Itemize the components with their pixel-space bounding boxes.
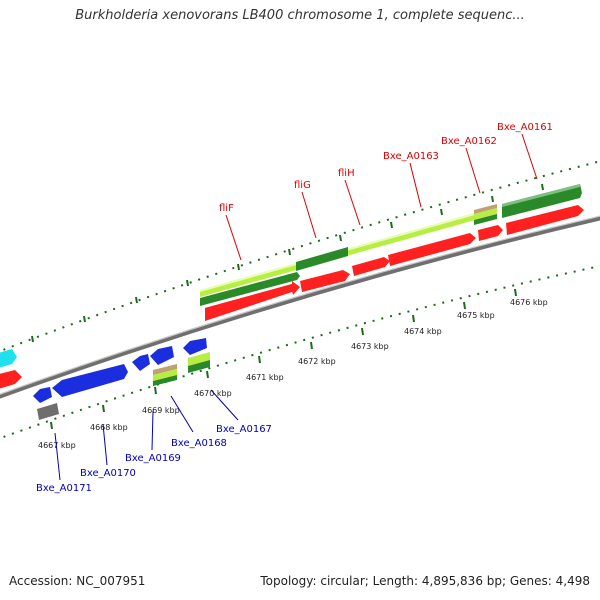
gene-label-Bxe_A0168[interactable]: Bxe_A0168 [171,438,227,449]
gene-A0167-stack[interactable] [188,352,210,373]
gene-A0161-green[interactable] [502,184,582,218]
ruler-label-4672: 4672 kbp [298,357,336,366]
lower-label-connectors [54,389,239,481]
gene-A0162-red[interactable] [478,225,503,241]
ruler-label-4668: 4668 kbp [90,423,128,432]
gene-A0161-green-top [502,184,580,207]
gene-fliH-red[interactable] [352,257,390,276]
accession-text: Accession: NC_007951 [9,574,146,588]
gene-fliG-red[interactable] [300,270,350,292]
map-title: Burkholderia xenovorans LB400 chromosome… [75,8,525,23]
ruler-label-4673: 4673 kbp [351,342,389,351]
upper-label-connectors [225,133,538,261]
gene-label-Bxe_A0171[interactable]: Bxe_A0171 [36,483,92,494]
gene-label-fliH[interactable]: fliH [338,168,355,179]
gene-left-red[interactable] [0,370,22,390]
ruler-label-4669: 4669 kbp [142,406,180,415]
gene-label-Bxe_A0167[interactable]: Bxe_A0167 [216,424,272,435]
lower-major-ticks [50,288,517,430]
gene-A0168-blue[interactable] [183,338,207,355]
gene-A0168-stack[interactable] [153,364,177,386]
ruler-label-4670: 4670 kbp [194,389,232,398]
gene-label-fliF[interactable]: fliF [219,203,234,214]
gene-A0170-blue[interactable] [52,364,128,397]
gene-fliG-green[interactable] [296,247,348,271]
gene-A0169-blue-b[interactable] [150,346,174,365]
gene-label-Bxe_A0163[interactable]: Bxe_A0163 [383,151,439,162]
gene-left-cyan[interactable] [0,349,17,369]
genome-summary-text: Topology: circular; Length: 4,895,836 bp… [260,574,590,588]
gene-A0161-red[interactable] [506,205,584,235]
ruler-label-4676: 4676 kbp [510,298,548,307]
ruler-label-4667: 4667 kbp [38,441,76,450]
gene-A0162-stack[interactable] [474,204,497,225]
gene-A0171-gray[interactable] [37,403,59,420]
gene-fliF-red-body [205,284,296,321]
ruler-label-4671: 4671 kbp [246,373,284,382]
gene-label-Bxe_A0169[interactable]: Bxe_A0169 [125,453,181,464]
gene-label-Bxe_A0161[interactable]: Bxe_A0161 [497,122,553,133]
gene-label-Bxe_A0162[interactable]: Bxe_A0162 [441,136,497,147]
gene-A0163-red[interactable] [388,233,476,266]
ruler-label-4674: 4674 kbp [404,327,442,336]
chromosome-backbone [0,215,600,399]
upper-major-ticks [31,183,544,343]
gene-A0169-blue-a[interactable] [132,354,150,371]
gene-label-Bxe_A0170[interactable]: Bxe_A0170 [80,468,136,479]
gene-fliF-green[interactable] [200,272,300,306]
gene-A0171-blue-small[interactable] [33,387,52,403]
chromosome-backbone-highlight [0,215,600,395]
gene-label-fliG[interactable]: fliG [294,180,311,191]
ruler-label-4675: 4675 kbp [457,311,495,320]
lower-tick-dots [0,265,600,440]
